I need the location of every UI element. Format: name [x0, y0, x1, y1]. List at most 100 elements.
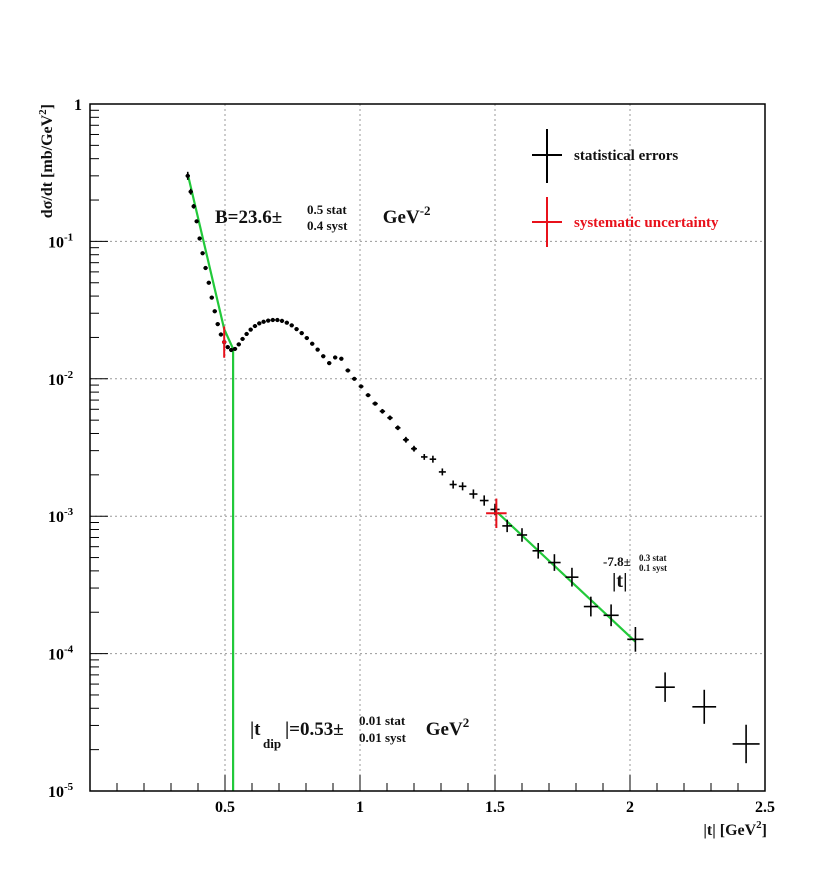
- x-tick-label: 0.5: [215, 799, 235, 816]
- data-marker: [333, 355, 338, 360]
- systematic-error-bar: [222, 326, 227, 358]
- data-point: [469, 489, 478, 499]
- data-marker: [200, 251, 205, 256]
- data-marker: [315, 347, 320, 352]
- data-marker: [299, 331, 304, 336]
- data-point: [379, 408, 386, 414]
- x-tick-label: 1.5: [485, 799, 505, 816]
- dip-annotation: |tdip|=0.53± 0.01 stat 0.01 syst GeV2: [250, 713, 469, 751]
- data-point: [402, 436, 409, 443]
- y-tick-label: 1: [74, 97, 82, 114]
- data-marker: [212, 309, 217, 314]
- data-marker: [188, 189, 193, 194]
- data-marker: [232, 346, 238, 352]
- data-point: [304, 335, 309, 341]
- data-point: [191, 203, 196, 209]
- data-point: [358, 384, 364, 389]
- data-marker: [327, 361, 332, 366]
- data-marker: [218, 332, 224, 337]
- data-marker: [380, 409, 385, 414]
- data-point: [229, 347, 234, 353]
- data-marker: [304, 335, 309, 341]
- data-point: [565, 567, 579, 587]
- data-marker: [411, 446, 417, 451]
- data-point: [279, 318, 285, 323]
- data-point: [627, 626, 644, 652]
- data-marker: [352, 376, 357, 381]
- data-marker: [229, 347, 234, 353]
- data-point: [209, 295, 214, 300]
- data-point: [232, 346, 238, 352]
- data-point: [429, 455, 437, 463]
- data-marker: [373, 401, 378, 406]
- data-marker: [366, 393, 371, 398]
- y-tick-label: 10-1: [48, 231, 73, 251]
- data-point: [197, 236, 202, 241]
- axis-ticks: 0.5 1 1.5 2 2.5 1 10-1 10-2 10-3 10-4 10-5: [48, 97, 775, 816]
- data-point: [372, 401, 378, 406]
- data-point: [421, 454, 428, 460]
- data-marker: [244, 331, 249, 337]
- data-point: [257, 321, 262, 326]
- data-marker: [345, 368, 350, 373]
- data-point: [387, 415, 393, 421]
- data-point: [252, 323, 258, 329]
- data-point: [261, 319, 266, 324]
- y-tick-label: 10-5: [48, 781, 74, 801]
- data-marker: [279, 318, 285, 323]
- data-marker: [252, 323, 258, 329]
- data-point: [225, 345, 230, 350]
- slope-annotation: B=23.6± 0.5 stat 0.4 syst GeV-2: [215, 202, 431, 233]
- data-marker: [289, 323, 294, 328]
- data-marker: [321, 354, 326, 359]
- legend: statistical errors systematic uncertaint…: [532, 129, 719, 247]
- data-point: [294, 326, 299, 332]
- data-marker: [395, 425, 400, 430]
- data-point: [289, 323, 294, 328]
- data-marker: [215, 322, 220, 327]
- systematic-error-bar: [486, 498, 507, 529]
- data-marker: [240, 336, 245, 342]
- data-point: [516, 528, 528, 542]
- data-marker: [339, 356, 344, 361]
- data-point: [194, 219, 199, 224]
- data-point: [458, 482, 467, 491]
- data-marker: [194, 219, 199, 224]
- data-marker: [266, 318, 271, 323]
- data-marker: [236, 342, 241, 347]
- data-point: [411, 445, 417, 452]
- legend-label-statistical: statistical errors: [574, 148, 678, 164]
- legend-label-systematic: systematic uncertainty: [574, 215, 719, 231]
- data-point: [479, 495, 489, 506]
- data-point: [215, 322, 220, 327]
- data-point: [244, 331, 249, 337]
- x-axis-label: |t| [GeV2]: [703, 819, 767, 839]
- y-tick-label: 10-4: [48, 644, 74, 664]
- x-tick-label: 2: [626, 799, 634, 816]
- data-point: [321, 354, 326, 359]
- data-point: [449, 480, 457, 489]
- x-tick-label: 1: [356, 799, 364, 816]
- data-point: [351, 376, 357, 381]
- data-point: [333, 355, 338, 360]
- data-point: [502, 519, 513, 533]
- data-point: [310, 341, 315, 346]
- data-marker: [310, 341, 315, 346]
- data-marker: [275, 317, 280, 323]
- data-point: [548, 554, 561, 571]
- data-point: [655, 672, 675, 702]
- data-point: [315, 347, 320, 352]
- data-point: [188, 188, 193, 195]
- data-point: [275, 317, 280, 323]
- data-point: [266, 318, 271, 323]
- data-point: [240, 336, 245, 342]
- data-point: [284, 320, 289, 325]
- data-point: [339, 356, 344, 361]
- data-point: [236, 342, 241, 347]
- data-point: [206, 280, 211, 285]
- data-marker: [294, 326, 299, 332]
- data-marker: [185, 173, 190, 178]
- data-marker: [197, 236, 202, 241]
- data-marker: [225, 345, 230, 350]
